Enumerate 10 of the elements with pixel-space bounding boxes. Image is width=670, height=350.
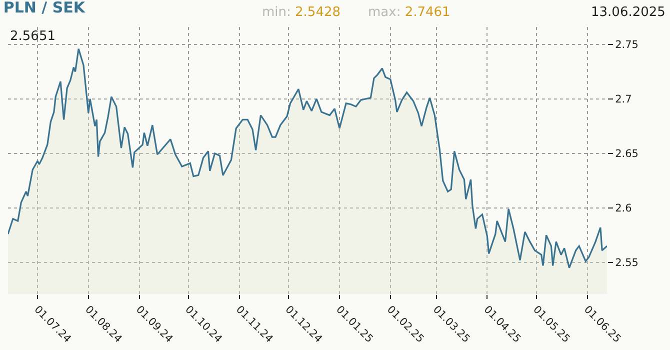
text: min: 2.5428 xyxy=(262,5,341,20)
y-tick-label: 2.7 xyxy=(615,94,632,106)
text: max: 2.7461 xyxy=(368,5,450,20)
chart-title: PLN / SEK xyxy=(3,0,86,16)
y-tick-label: 2.6 xyxy=(615,202,632,215)
annotation: 2.5651 xyxy=(10,29,56,44)
y-tick-label: 2.75 xyxy=(615,39,638,52)
y-tick-label: 2.55 xyxy=(615,257,638,270)
text: 13.06.2025 xyxy=(591,5,666,20)
y-tick-label: 2.65 xyxy=(615,148,638,160)
